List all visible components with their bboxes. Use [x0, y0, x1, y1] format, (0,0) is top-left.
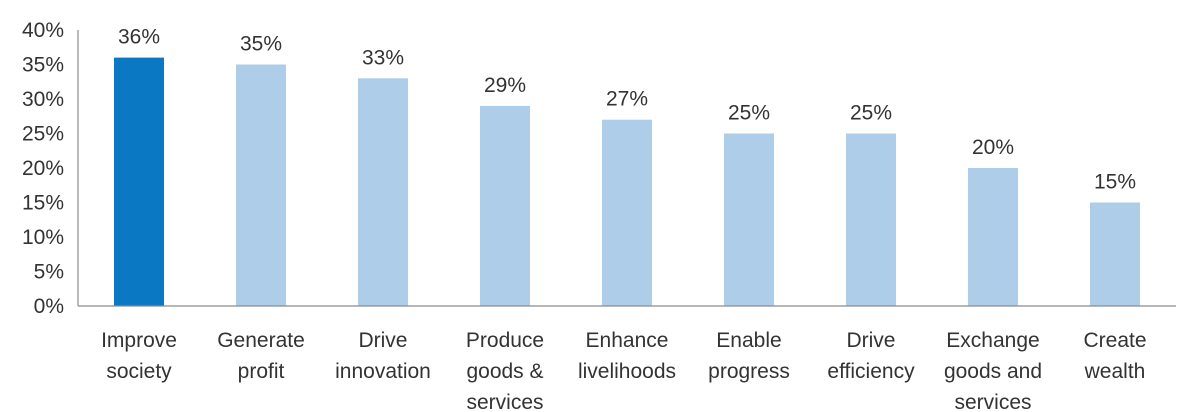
y-tick-label: 40% [22, 19, 64, 42]
data-label: 20% [972, 136, 1014, 159]
data-label: 36% [118, 26, 160, 49]
data-label: 25% [728, 102, 770, 125]
data-label: 33% [362, 46, 404, 69]
bar [1090, 202, 1140, 306]
data-label: 27% [606, 88, 648, 111]
bar [236, 64, 286, 306]
x-tick-label: Produce goods & services [466, 329, 544, 412]
y-tick-label: 30% [22, 88, 64, 111]
data-label: 15% [1094, 171, 1136, 194]
y-tick-label: 35% [22, 54, 64, 77]
bar [358, 78, 408, 306]
x-tick-label: Generate profit [217, 329, 305, 383]
bar [114, 57, 164, 306]
data-label: 35% [240, 33, 282, 56]
x-tick-label: Enhance livelihoods [578, 329, 676, 383]
data-label: 29% [484, 74, 526, 97]
y-tick-label: 10% [22, 226, 64, 249]
x-tick-label: Drive innovation [335, 329, 431, 383]
x-tick-label: Enable progress [708, 329, 790, 383]
bar [968, 168, 1018, 306]
x-tick-label: Drive efficiency [827, 329, 915, 383]
y-tick-label: 5% [34, 261, 64, 284]
y-tick-label: 15% [22, 192, 64, 215]
y-axis-ticks: 0% 5% 10% 15% 20% 25% 30% 35% 40% [22, 19, 64, 318]
x-tick-label: Improve society [101, 329, 177, 383]
bar [846, 133, 896, 306]
y-tick-label: 25% [22, 123, 64, 146]
bar [724, 133, 774, 306]
category-labels: Improve society Generate profit Drive innovat… [101, 329, 1146, 412]
y-tick-label: 0% [34, 295, 64, 318]
data-labels: 36% 35% 33% 29% 27% 25% 25% 20% 15% [118, 26, 1136, 194]
y-tick-label: 20% [22, 157, 64, 180]
x-tick-label: Create wealth [1083, 329, 1146, 383]
bar [480, 105, 530, 307]
x-tick-label: Exchange goods and services [944, 329, 1042, 412]
bar [602, 119, 652, 306]
bars [114, 57, 1140, 307]
data-label: 25% [850, 102, 892, 125]
